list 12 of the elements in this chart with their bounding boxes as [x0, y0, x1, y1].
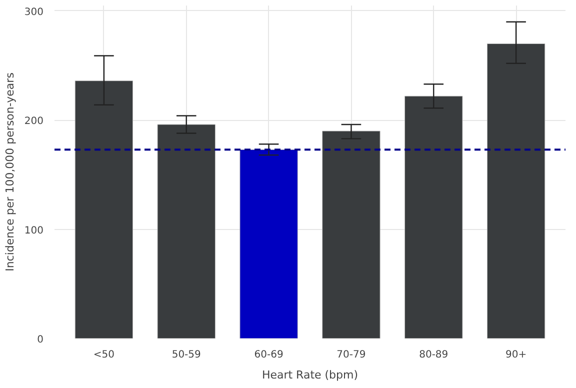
y-tick-label: 300: [24, 6, 44, 18]
x-tick-label: 80-89: [419, 350, 448, 360]
y-tick-label: 100: [24, 225, 44, 236]
x-tick-label: <50: [93, 350, 115, 360]
x-tick-label: 90+: [505, 350, 527, 360]
x-tick-label: 60-69: [254, 350, 284, 360]
y-tick-label: 0: [37, 334, 44, 346]
y-axis-title: Incidence per 100,000 person-years: [3, 72, 16, 272]
x-tick-label: 70-79: [336, 350, 366, 360]
x-axis-title: Heart Rate (bpm): [262, 368, 358, 382]
y-tick-label: 200: [24, 116, 44, 128]
x-tick-label: 50-59: [172, 350, 201, 360]
